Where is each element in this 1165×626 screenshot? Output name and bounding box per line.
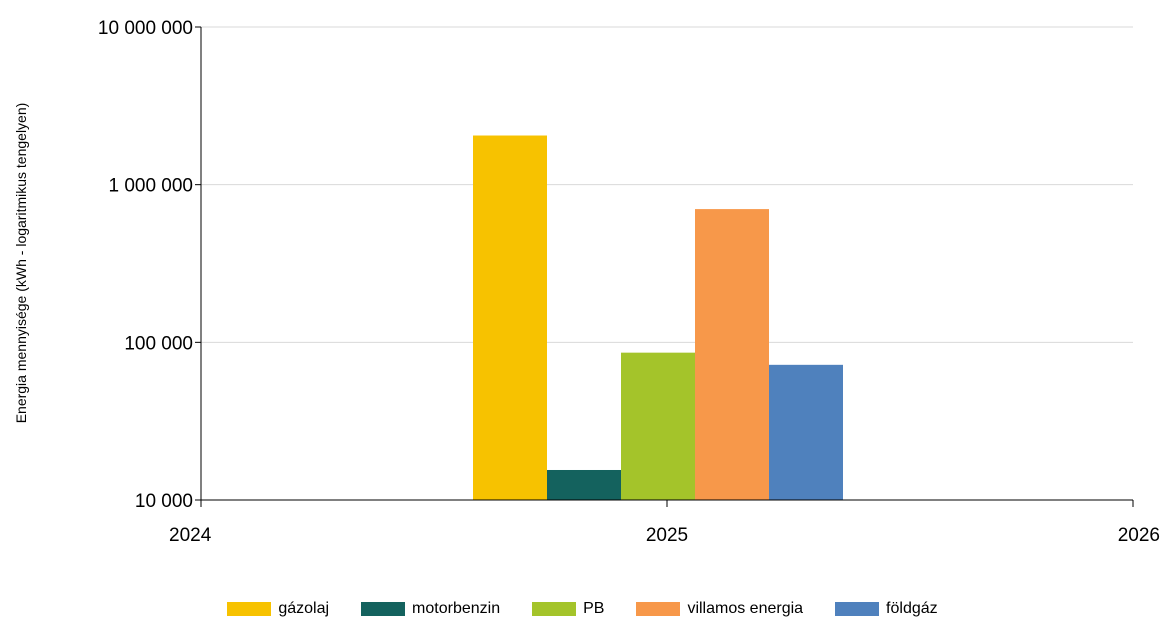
y-tick-label: 100 000 [124, 333, 193, 354]
legend-item: PB [532, 600, 604, 618]
y-tick-labels: 10 000 100 000 1 000 000 10 000 000 [98, 18, 193, 512]
bar-gázolaj [473, 135, 547, 500]
legend-label: villamos energia [687, 600, 804, 617]
bar-motorbenzin [547, 469, 621, 500]
bar-villamos-energia [695, 209, 769, 500]
x-tick-label: 2026 [1118, 525, 1160, 546]
legend-label: gázolaj [278, 600, 330, 617]
legend-swatch [532, 602, 577, 616]
axes [195, 26, 1134, 507]
legend-label: motorbenzin [412, 600, 501, 617]
legend-swatch [636, 602, 681, 616]
bar-földgáz [769, 364, 843, 500]
y-tick-label: 10 000 [135, 491, 193, 512]
legend-swatch [227, 602, 272, 616]
x-tick-label: 2025 [646, 525, 688, 546]
legend-item: motorbenzin [361, 600, 500, 618]
legend-item: földgáz [835, 600, 938, 618]
legend-item: gázolaj [227, 600, 329, 618]
legend-label: PB [583, 600, 605, 617]
gridlines [201, 26, 1133, 343]
legend-item: villamos energia [636, 600, 803, 618]
y-tick-label: 1 000 000 [108, 176, 193, 197]
bars [473, 135, 843, 500]
legend-label: földgáz [886, 600, 938, 617]
y-tick-label: 10 000 000 [98, 18, 193, 39]
y-axis-title: Energia mennyisége (kWh - logaritmikus t… [13, 103, 29, 424]
legend: gázolaj motorbenzin PB villamos energia föld… [0, 600, 1165, 618]
x-tick-labels: 2024 2025 2026 [169, 525, 1160, 546]
legend-swatch [835, 602, 880, 616]
x-tick-label: 2024 [169, 525, 212, 546]
legend-swatch [361, 602, 406, 616]
bar-PB [621, 352, 695, 500]
